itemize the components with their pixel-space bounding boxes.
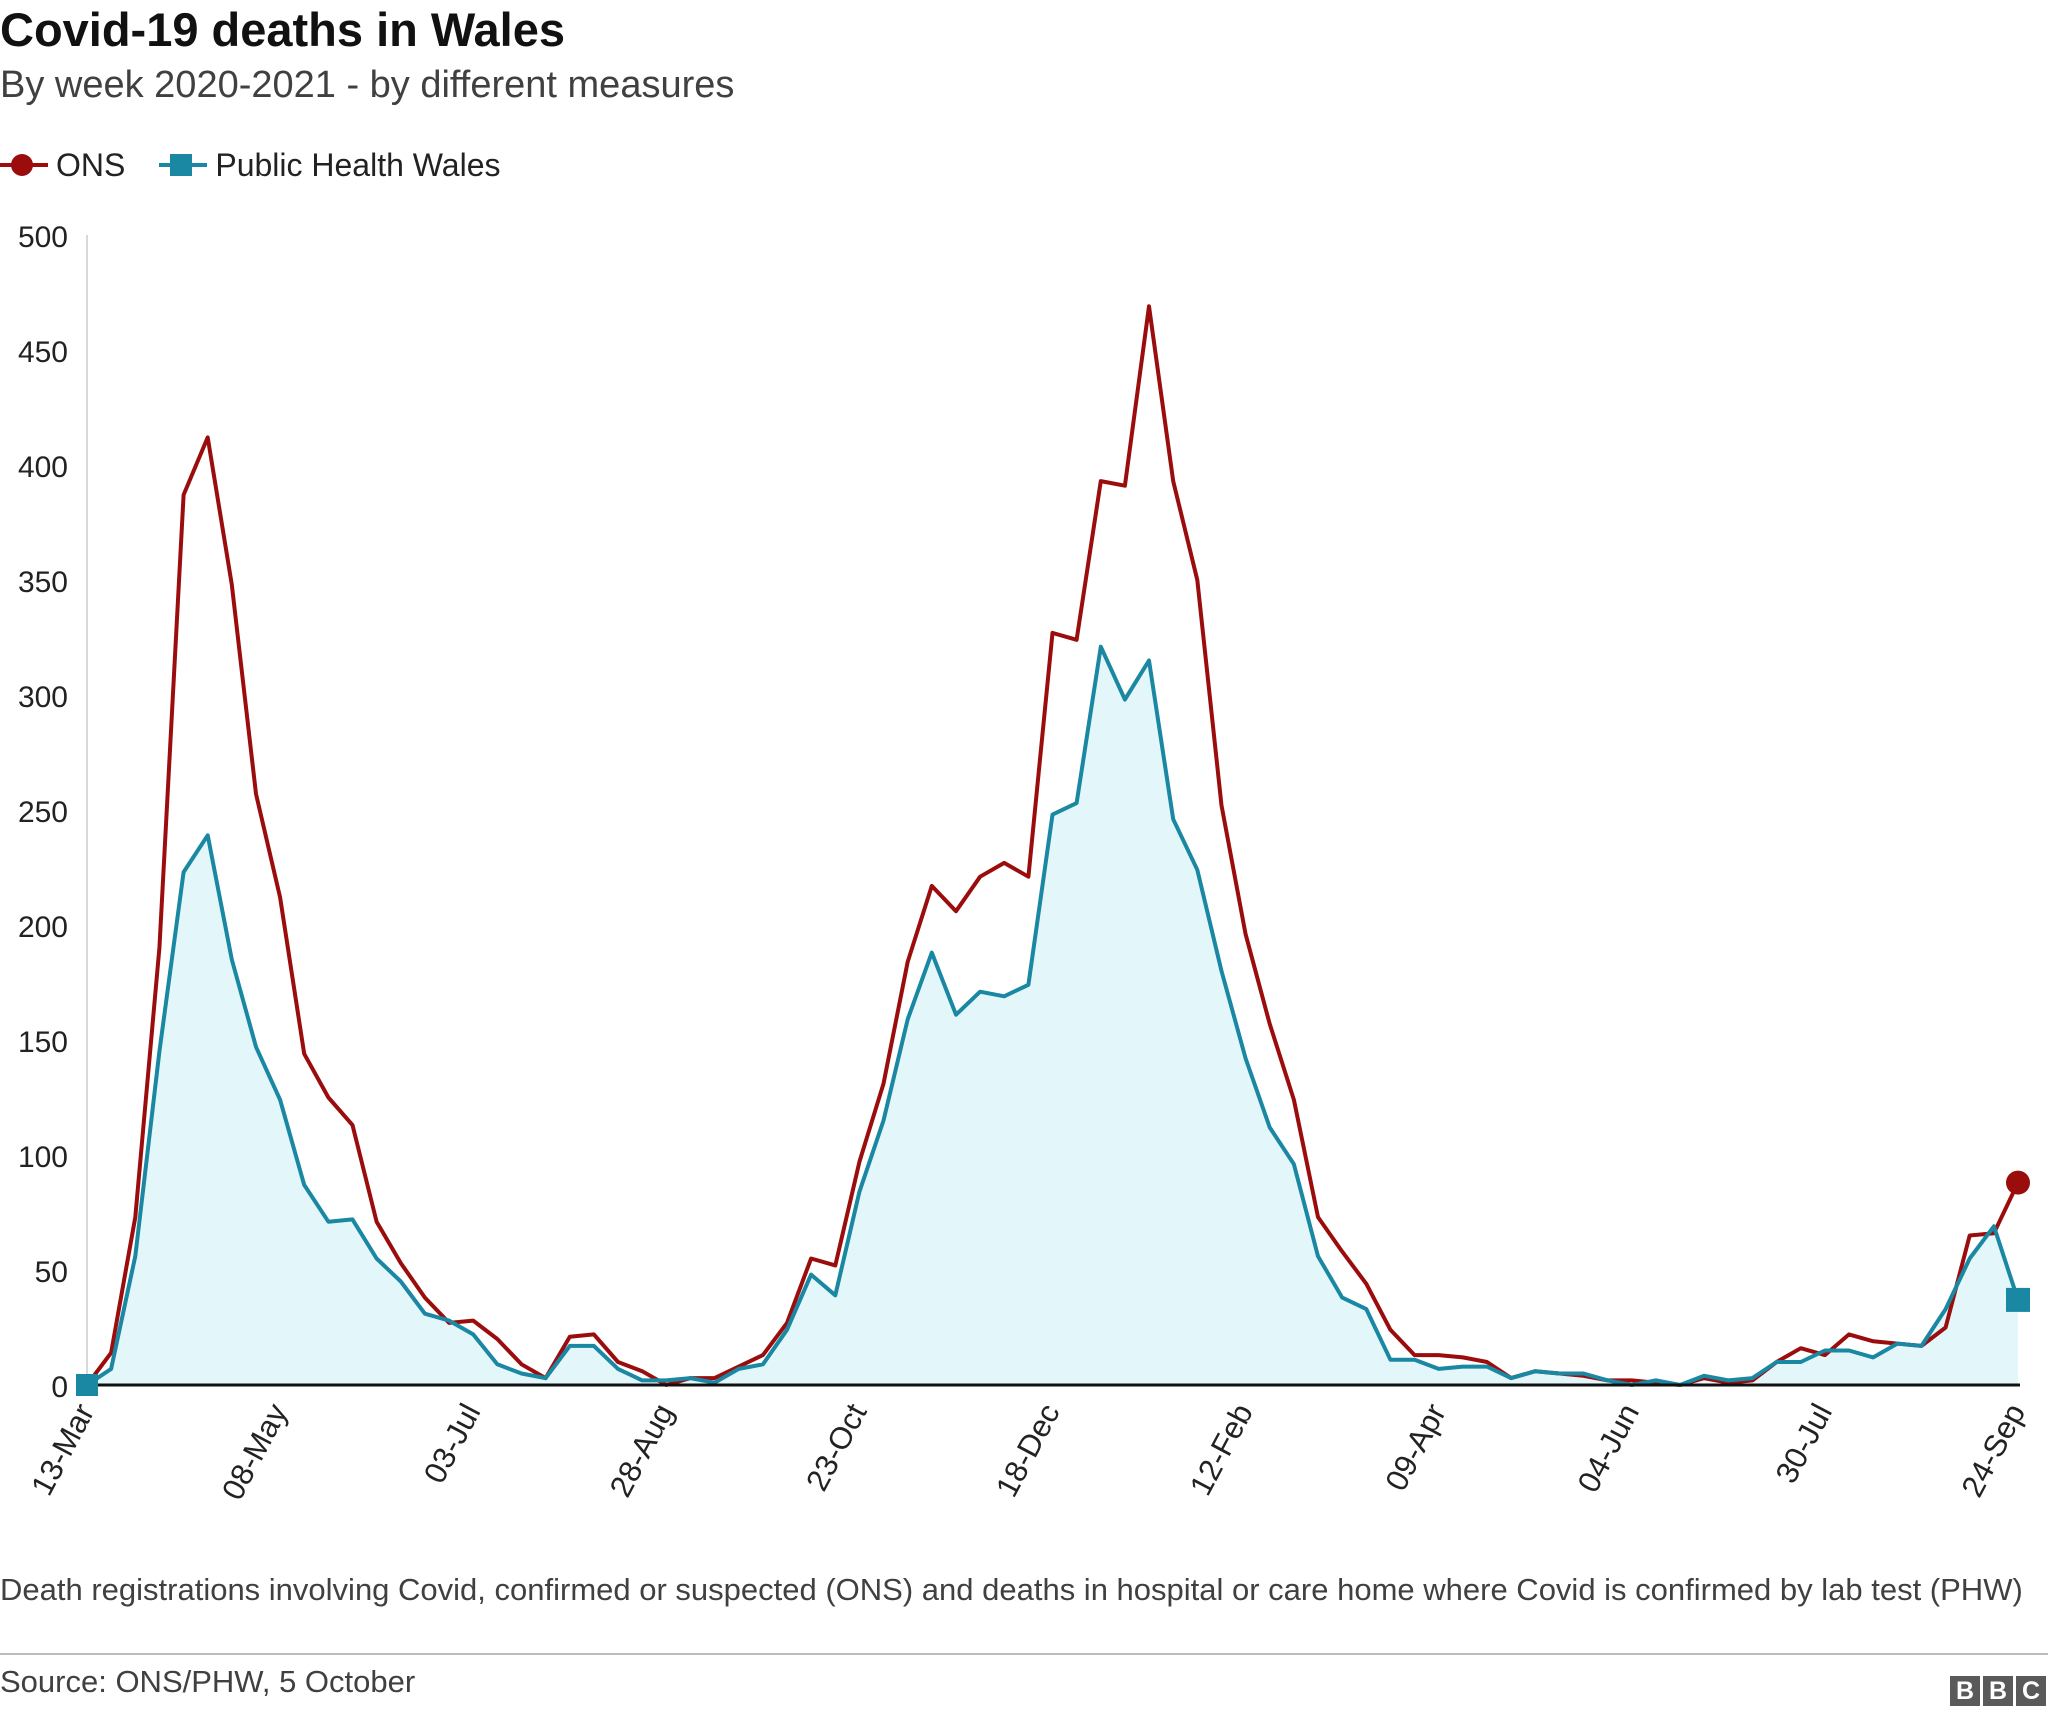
footer-divider <box>0 1653 2048 1655</box>
y-tick-label: 450 <box>18 336 68 369</box>
y-tick-label: 350 <box>18 566 68 599</box>
bbc-logo: B B C <box>1947 1676 2046 1706</box>
chart-legend: ONS Public Health Wales <box>0 140 535 190</box>
y-tick-label: 500 <box>18 221 68 254</box>
x-tick-label: 18-Dec <box>989 1398 1067 1503</box>
chart-title: Covid-19 deaths in Wales <box>0 3 566 56</box>
y-tick-label: 200 <box>18 911 68 944</box>
x-tick-label: 09-Apr <box>1378 1398 1453 1497</box>
legend-item-ons: ONS <box>0 147 125 184</box>
x-tick-label: 28-Aug <box>603 1398 681 1503</box>
x-tick-label: 23-Oct <box>799 1398 874 1497</box>
phw-start-marker <box>76 1374 98 1396</box>
line-chart: 0 50 100 150 200 250 300 350 400 450 500 13-Mar 08-M… <box>18 221 2032 1506</box>
ons-end-marker <box>2006 1170 2030 1195</box>
x-tick-label: 13-Mar <box>24 1398 101 1501</box>
y-tick-label: 50 <box>35 1256 68 1289</box>
legend-label-phw: Public Health Wales <box>215 146 501 183</box>
series-line-phw <box>85 644 2020 1387</box>
x-tick-label: 12-Feb <box>1183 1398 1260 1501</box>
x-tick-label: 08-May <box>215 1397 295 1505</box>
bbc-logo-letter: C <box>2016 1676 2046 1706</box>
x-tick-label: 04-Jun <box>1571 1398 1646 1498</box>
y-tick-label: 100 <box>18 1141 68 1174</box>
ons-legend-marker <box>0 154 48 176</box>
y-tick-label: 400 <box>18 451 68 484</box>
y-tick-label: 250 <box>18 796 68 829</box>
bbc-logo-letter: B <box>1950 1676 1980 1706</box>
y-tick-label: 300 <box>18 681 68 714</box>
footnote: Death registrations involving Covid, con… <box>0 1572 2023 1607</box>
x-tick-label: 03-Jul <box>417 1398 488 1489</box>
chart-subtitle: By week 2020-2021 - by different measure… <box>0 64 735 106</box>
source-note: Source: ONS/PHW, 5 October <box>0 1664 416 1699</box>
x-tick-label: 30-Jul <box>1769 1398 1840 1489</box>
phw-legend-marker <box>159 154 208 176</box>
legend-item-phw: Public Health Wales <box>159 146 501 184</box>
bbc-logo-letter: B <box>1983 1676 2013 1706</box>
phw-area-fill <box>87 646 2018 1385</box>
phw-end-marker <box>2006 1287 2030 1312</box>
legend-label-ons: ONS <box>56 146 126 183</box>
y-tick-label: 0 <box>51 1371 68 1404</box>
x-tick-label: 24-Sep <box>1954 1398 2032 1503</box>
y-tick-label: 150 <box>18 1026 68 1059</box>
